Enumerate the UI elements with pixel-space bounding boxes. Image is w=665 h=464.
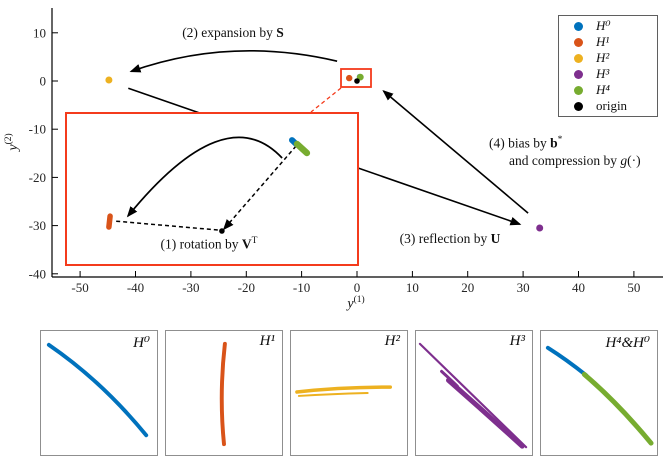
subpanel-h2-label: H² xyxy=(384,333,400,349)
subpanel-h4h0-label: H⁴&H⁰ xyxy=(605,335,650,351)
x-tick-label: 40 xyxy=(572,280,585,295)
annotation-bias-compression: (4) bias by b* and compression by g(·) xyxy=(489,134,641,170)
y-tick-label: -10 xyxy=(29,122,46,137)
x-tick-label: -30 xyxy=(182,280,199,295)
subpanel-h1-label: H¹ xyxy=(259,333,275,349)
x-tick-label: -20 xyxy=(238,280,255,295)
annotation-reflection: (3) reflection by U xyxy=(399,231,501,246)
panel-curve xyxy=(581,371,654,446)
inset-dashed-line-0 xyxy=(222,145,297,231)
scatter-point-H2 xyxy=(105,76,113,84)
subpanel-h3: H³ xyxy=(415,330,533,456)
legend-item-origin: origin xyxy=(559,98,657,114)
panel-curve xyxy=(297,392,369,397)
annotation-expansion: (2) expansion by S xyxy=(182,25,284,40)
y-tick-label: -30 xyxy=(29,218,46,233)
inset-cluster-H1 xyxy=(106,213,113,230)
legend-item-h3: H³ xyxy=(559,66,657,82)
annotation-rotation: (1) rotation by VT xyxy=(160,236,258,252)
panel-curve xyxy=(219,341,227,447)
annotation-bias-line1: (4) bias by b* xyxy=(489,135,563,151)
x-tick-label: 20 xyxy=(461,280,474,295)
inset-origin-dot xyxy=(219,228,225,234)
x-tick-label: -50 xyxy=(71,280,88,295)
legend-marker-h3-icon xyxy=(574,69,583,79)
subpanel-h0-label: H⁰ xyxy=(133,335,150,351)
legend-label-h4: H⁴ xyxy=(596,82,610,97)
subpanel-h2: H² xyxy=(290,330,408,456)
panel-curve xyxy=(418,342,528,449)
subpanel-h4h0-curve xyxy=(545,345,654,446)
legend-marker-h0-icon xyxy=(574,21,583,31)
scatter-point-H3 xyxy=(536,224,544,232)
main-plot-svg: -50 -40 -30 -20 -10 0 10 20 30 40 50 10 0 -10 -20 -30 -4… xyxy=(29,8,663,295)
legend-marker-origin-icon xyxy=(574,101,583,111)
subpanel-h0: H⁰ xyxy=(40,330,158,456)
subpanel-h3-label: H³ xyxy=(509,333,525,349)
zoom-source-rect xyxy=(340,68,372,88)
x-tick-label: 50 xyxy=(627,280,640,295)
legend: H⁰ H¹ H² H³ H⁴ origin xyxy=(558,15,658,117)
y-tick-label: 0 xyxy=(40,74,47,89)
subpanel-h1-curve xyxy=(219,341,227,447)
legend-marker-h1-icon xyxy=(574,37,583,47)
x-tick-label: -10 xyxy=(293,280,310,295)
scatter-point-origin xyxy=(354,78,360,84)
panel-curve xyxy=(440,369,459,388)
legend-label-origin: origin xyxy=(596,98,628,113)
inset-dashed-line-1 xyxy=(115,220,218,231)
subpanel-h0-curve xyxy=(46,342,149,438)
zoom-link-dashed-line xyxy=(310,87,342,113)
legend-item-h2: H² xyxy=(559,50,657,66)
subpanel-h1: H¹ xyxy=(165,330,283,456)
arrow-bias-compression xyxy=(382,90,529,214)
legend-item-h4: H⁴ xyxy=(559,82,657,98)
legend-label-h0: H⁰ xyxy=(596,18,611,33)
subpanel-h3-curve xyxy=(418,342,528,449)
legend-marker-h4-icon xyxy=(574,85,583,95)
x-tick-label: 10 xyxy=(406,280,419,295)
legend-marker-h2-icon xyxy=(574,53,583,63)
inset-zoom-box xyxy=(65,112,359,266)
subpanel-h4h0: H⁴&H⁰ xyxy=(540,330,658,456)
panel-curve xyxy=(545,345,589,378)
scatter-point-H1 xyxy=(346,74,353,82)
x-axis-label: y(1) xyxy=(347,295,365,312)
x-tick-label: 30 xyxy=(517,280,530,295)
panel-curve xyxy=(295,385,393,394)
subpanel-h2-curve xyxy=(295,385,393,397)
legend-item-h1: H¹ xyxy=(559,34,657,50)
inset-cluster-H4 xyxy=(293,140,311,157)
x-tick-label: -40 xyxy=(127,280,144,295)
y-tick-label: 10 xyxy=(33,25,46,40)
panel-curve xyxy=(46,342,149,438)
legend-item-h0: H⁰ xyxy=(559,18,657,34)
arrow-expansion xyxy=(129,50,338,73)
annotation-bias-line2: and compression by g(·) xyxy=(509,153,641,169)
legend-label-h1: H¹ xyxy=(596,34,610,49)
legend-label-h2: H² xyxy=(596,50,610,65)
inset-rotation-arc xyxy=(126,136,283,218)
legend-label-h3: H³ xyxy=(596,66,610,81)
y-axis-label: y(2) xyxy=(4,133,21,151)
x-tick-label: 0 xyxy=(354,280,361,295)
panel-curve xyxy=(445,377,525,449)
y-tick-label: -20 xyxy=(29,170,46,185)
y-tick-label: -40 xyxy=(29,266,46,281)
